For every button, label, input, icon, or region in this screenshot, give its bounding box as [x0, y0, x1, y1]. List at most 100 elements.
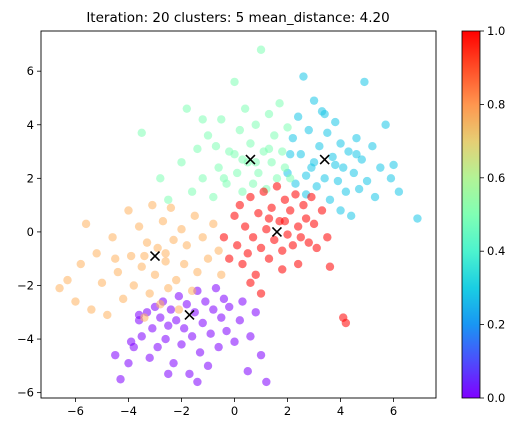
cluster-2-point: [182, 104, 192, 113]
cluster-4-point: [280, 216, 290, 226]
cluster-1-point: [368, 141, 377, 151]
cluster-2-point: [264, 109, 274, 119]
cluster-0-point: [185, 369, 194, 379]
cluster-1-point: [299, 72, 308, 81]
cluster-1-point: [339, 163, 348, 172]
cluster-4-point: [264, 214, 274, 223]
cluster-4-point: [293, 222, 303, 231]
cluster-0-point: [174, 292, 184, 301]
cluster-3-point: [198, 233, 207, 242]
cluster-1-point: [309, 96, 319, 105]
cluster-2-point: [278, 147, 287, 156]
x-tick-label: 0: [231, 404, 238, 418]
cluster-0-point: [211, 283, 221, 293]
cluster-1-point: [381, 120, 390, 129]
cluster-3-point: [76, 259, 85, 269]
cluster-1-point: [336, 206, 345, 215]
cluster-0-point: [217, 313, 226, 322]
cluster-3-point: [161, 257, 170, 266]
cluster-1-center-marker: [319, 154, 330, 165]
cluster-0-point: [124, 358, 133, 368]
cluster-4-point: [299, 200, 308, 210]
cluster-1-point: [285, 150, 295, 159]
cluster-4-point: [301, 214, 311, 223]
cluster-3-point: [150, 270, 160, 279]
colorbar-tick-label: 0.6: [487, 171, 505, 185]
cluster-0-center-marker: [184, 309, 195, 321]
cluster-1-point: [352, 133, 361, 143]
cluster-0-point: [203, 361, 213, 371]
cluster-2-point: [217, 115, 226, 124]
cluster-0-point: [164, 369, 173, 379]
cluster-3-point: [129, 281, 138, 290]
cluster-1-point: [331, 160, 340, 170]
cluster-4-point: [230, 211, 239, 221]
plot-frame: [40, 30, 437, 399]
cluster-3-point: [108, 233, 117, 242]
cluster-0-point: [177, 340, 186, 349]
cluster-0-point: [225, 302, 234, 312]
cluster-0-point: [190, 308, 199, 317]
cluster-3-point: [92, 249, 101, 258]
cluster-3-point: [214, 246, 223, 255]
cluster-4-point: [225, 254, 234, 263]
cluster-4-point: [256, 289, 266, 298]
cluster-2-point: [270, 131, 279, 140]
y-tick-label: −6: [17, 386, 34, 400]
cluster-0-point: [206, 329, 215, 338]
cluster-1-point: [336, 139, 345, 148]
cluster-0-point: [116, 375, 125, 384]
cluster-1-point: [357, 155, 366, 164]
cluster-0-point: [214, 342, 223, 352]
cluster-1-point: [331, 117, 340, 127]
cluster-1-point: [349, 168, 359, 178]
cluster-3-point: [71, 297, 80, 306]
cluster-3-point: [113, 267, 123, 277]
cluster-3-point: [156, 300, 165, 309]
cluster-2-point: [275, 99, 284, 108]
cluster-0-point: [193, 377, 202, 387]
cluster-0-point: [262, 377, 271, 387]
cluster-2-point: [232, 168, 242, 178]
cluster-4-point: [238, 259, 247, 269]
cluster-1-point: [288, 133, 298, 143]
cluster-4-point: [291, 190, 300, 199]
cluster-3-point: [118, 294, 128, 304]
cluster-2-point: [156, 174, 165, 183]
cluster-3-point: [55, 283, 64, 293]
cluster-3-point: [158, 216, 168, 226]
cluster-3-center-marker: [149, 250, 161, 262]
cluster-2-point: [203, 131, 213, 140]
cluster-3-point: [63, 275, 72, 285]
cluster-0-point: [129, 342, 138, 352]
x-axis: −6 −4 −2 0 2 4 6: [67, 398, 397, 418]
cluster-0-point: [195, 348, 205, 357]
y-axis: −6 −4 −2 0 2 4 6: [17, 64, 41, 400]
cluster-3-point: [179, 259, 189, 269]
cluster-4-point: [280, 195, 290, 204]
cluster-1-point: [291, 179, 300, 188]
cluster-0-point: [198, 318, 207, 328]
cluster-4-point: [309, 219, 319, 229]
cluster-0-point: [235, 316, 245, 325]
cluster-2-point: [251, 120, 260, 129]
cluster-4-point: [246, 278, 255, 288]
y-tick-label: −4: [17, 332, 34, 346]
cluster-2-point: [230, 77, 239, 87]
cluster-4-point: [259, 187, 268, 196]
cluster-0-point: [209, 305, 218, 314]
cluster-3-point: [153, 243, 162, 253]
cluster-0-point: [161, 334, 170, 344]
cluster-3-point: [203, 254, 213, 263]
y-tick-label: 6: [27, 64, 34, 78]
x-tick-label: −2: [173, 404, 190, 418]
cluster-4-point: [325, 262, 335, 271]
cluster-0-point: [166, 305, 176, 314]
y-tick-label: 4: [27, 118, 34, 132]
cluster-3-point: [142, 238, 152, 247]
cluster-3-point: [103, 310, 112, 320]
cluster-1-point: [354, 184, 364, 194]
colorbar: [461, 30, 481, 399]
cluster-1-point: [293, 112, 303, 121]
cluster-2-point: [264, 144, 274, 154]
